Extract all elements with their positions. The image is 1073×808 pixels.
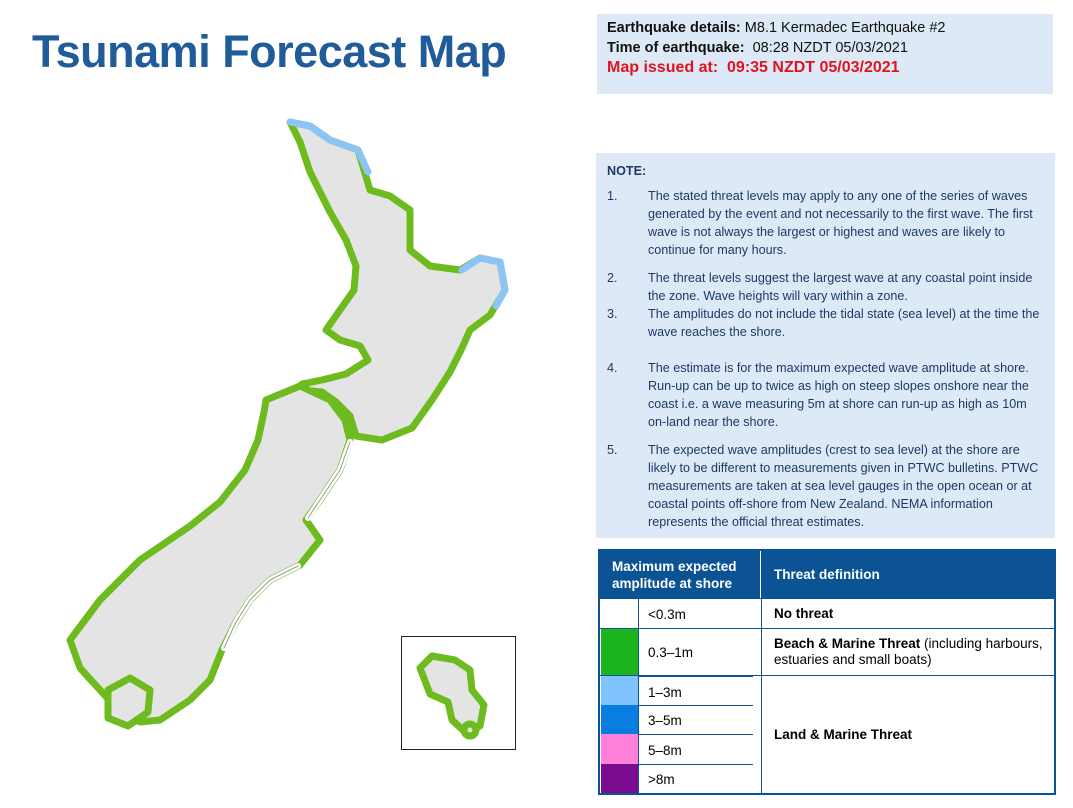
note-heading: NOTE: xyxy=(607,164,647,178)
title: Tsunami Forecast Map xyxy=(32,26,507,77)
detail-line: Earthquake details: M8.1 Kermadec Earthq… xyxy=(607,18,1053,38)
stewart-island xyxy=(104,674,154,730)
details-box: Earthquake details: M8.1 Kermadec Earthq… xyxy=(597,14,1053,94)
legend-swatch xyxy=(601,676,639,706)
note-number: 1. xyxy=(607,189,618,203)
note-number: 5. xyxy=(607,443,618,457)
legend-table: Maximum expected amplitude at shore Thre… xyxy=(598,549,1056,795)
legend-amplitude: 5–8m xyxy=(639,734,753,765)
legend-row: 3–5m xyxy=(600,705,1054,734)
chatham-island xyxy=(416,652,488,736)
threat-name: Land & Marine Threat xyxy=(774,726,913,742)
legend-amplitude: >8m xyxy=(639,764,753,794)
note-item: 1. The stated threat levels may apply to … xyxy=(607,187,1047,259)
label: Earthquake details: xyxy=(607,20,741,36)
legend-swatch xyxy=(601,764,639,793)
north-island xyxy=(286,118,509,444)
label: Time of earthquake: xyxy=(607,40,745,56)
map xyxy=(66,118,516,750)
legend-swatch xyxy=(601,599,639,629)
note-item: 2. The threat levels suggest the largest … xyxy=(607,269,1047,305)
note-number: 3. xyxy=(607,307,618,321)
threat-text: No threat xyxy=(774,606,833,622)
coast-outline xyxy=(307,441,351,519)
threat-name: No threat xyxy=(774,605,834,621)
threat-detail: (including harbours, estuaries and small… xyxy=(774,636,1043,667)
legend-row: 5–8m xyxy=(600,734,1054,764)
note-item: 4. The estimate is for the maximum expect… xyxy=(607,359,1047,431)
note-text: The amplitudes do not include the tidal … xyxy=(648,307,1040,339)
note-text: The threat levels suggest the largest wa… xyxy=(648,271,1033,303)
legend-amplitude: 1–3m xyxy=(639,676,753,707)
threat-definition: Beach & Marine Threat (including harbour… xyxy=(761,629,1054,675)
threat-definition: Land & Marine Threat xyxy=(761,676,1054,793)
legend-swatch xyxy=(601,629,639,676)
threat-definition: No threat xyxy=(761,599,1054,628)
note-number: 2. xyxy=(607,271,618,285)
coast-1-3m xyxy=(458,254,509,310)
legend-header: Threat definition xyxy=(760,551,1054,598)
note-box: NOTE: 1. The stated threat levels may app… xyxy=(596,153,1055,538)
south-island xyxy=(66,382,354,726)
coast-1-3m xyxy=(286,118,372,176)
coast-outline xyxy=(223,565,299,649)
legend-row: 0.3–1m xyxy=(600,628,1054,676)
value: 09:35 NZDT 05/03/2021 xyxy=(727,59,900,76)
pitt-island xyxy=(460,720,480,740)
note-item: 5. The expected wave amplitudes (crest to… xyxy=(607,441,1047,531)
note-text: The expected wave amplitudes (crest to s… xyxy=(648,443,1039,529)
note-text: The estimate is for the maximum expected… xyxy=(648,361,1029,429)
legend-amplitude: <0.3m xyxy=(648,606,686,622)
threat-text: Land & Marine Threat xyxy=(774,727,912,743)
legend-row: 1–3m xyxy=(600,675,1054,706)
note-number: 4. xyxy=(607,361,618,375)
detail-line: Map issued at: 09:35 NZDT 05/03/2021 xyxy=(607,58,1053,78)
legend-row: <0.3m xyxy=(600,598,1054,629)
legend-amplitude: 3–5m xyxy=(639,705,753,735)
legend-header: Maximum expected amplitude at shore xyxy=(600,551,760,598)
legend-swatch xyxy=(601,705,639,734)
detail-line: Time of earthquake: 08:28 NZDT 05/03/202… xyxy=(607,38,1053,58)
legend-amplitude: 0.3–1m xyxy=(648,645,694,660)
threat-text: Beach & Marine Threat (including harbour… xyxy=(774,636,1054,668)
value: M8.1 Kermadec Earthquake #2 xyxy=(744,20,946,36)
legend-row: >8m xyxy=(600,764,1054,793)
note-item: 3. The amplitudes do not include the tida… xyxy=(607,305,1047,341)
threat-name: Beach & Marine Threat xyxy=(774,636,921,651)
value: 08:28 NZDT 05/03/2021 xyxy=(752,40,908,56)
label: Map issued at: xyxy=(607,59,719,76)
note-text: The stated threat levels may apply to an… xyxy=(648,189,1033,257)
legend-swatch xyxy=(601,734,639,764)
